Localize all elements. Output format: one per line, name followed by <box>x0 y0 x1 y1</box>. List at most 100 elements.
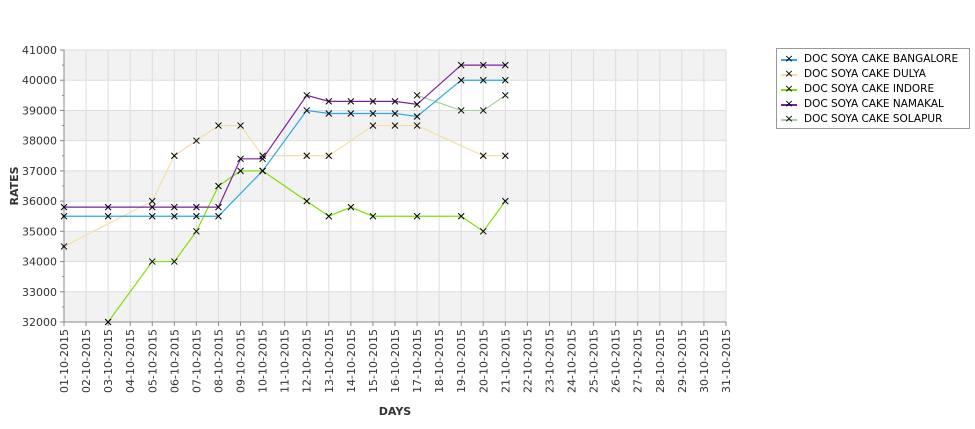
data-point <box>148 197 156 205</box>
data-point <box>303 107 311 114</box>
data-point <box>369 110 377 117</box>
data-point <box>413 113 421 120</box>
data-point <box>413 91 421 99</box>
data-point <box>303 152 311 160</box>
data-point <box>501 61 509 69</box>
y-tick-label: 34000 <box>22 256 57 269</box>
x-tick-label: 29-10-2015 <box>676 329 689 393</box>
y-tick-label: 37000 <box>22 165 57 178</box>
x-tick-label: 16-10-2015 <box>389 329 402 393</box>
data-point <box>259 167 266 175</box>
legend-marker-icon: × <box>781 97 797 110</box>
y-tick-label: 32000 <box>22 316 57 329</box>
y-tick-label: 38000 <box>22 135 57 148</box>
data-point <box>148 212 156 220</box>
data-point <box>170 212 178 220</box>
data-point <box>215 203 222 211</box>
x-tick-label: 04-10-2015 <box>124 329 137 393</box>
y-tick-label: 35000 <box>22 225 57 238</box>
data-point <box>369 98 377 105</box>
data-point <box>479 107 487 114</box>
data-point <box>303 91 311 99</box>
data-point <box>391 110 399 117</box>
data-point <box>193 212 200 220</box>
y-tick-label: 33000 <box>22 286 57 299</box>
x-tick-label: 22-10-2015 <box>521 329 534 393</box>
data-point <box>193 203 200 211</box>
x-tick-label: 11-10-2015 <box>279 329 292 393</box>
data-point <box>170 203 178 211</box>
data-point <box>413 122 421 129</box>
data-point <box>369 212 377 220</box>
data-point <box>479 61 487 69</box>
data-point <box>60 212 68 220</box>
data-point <box>479 76 487 84</box>
x-tick-label: 24-10-2015 <box>566 329 579 393</box>
legend-label: DOC SOYA CAKE INDORE <box>804 82 935 95</box>
x-tick-label: 18-10-2015 <box>433 329 446 393</box>
legend-marker-icon: × <box>781 82 797 95</box>
data-point <box>303 197 311 205</box>
data-point <box>104 212 112 220</box>
data-point <box>413 212 421 220</box>
data-point <box>325 98 333 105</box>
x-tick-label: 20-10-2015 <box>477 329 490 393</box>
data-point <box>347 110 355 117</box>
x-tick-label: 05-10-2015 <box>146 329 159 393</box>
data-point <box>60 243 68 250</box>
x-tick-label: 09-10-2015 <box>235 329 248 393</box>
data-point <box>457 61 465 69</box>
legend-label: DOC SOYA CAKE DULYA <box>804 67 926 80</box>
data-point <box>325 152 333 160</box>
legend-item: × DOC SOYA CAKE BANGALORE <box>777 51 969 66</box>
data-point <box>501 91 509 99</box>
data-point <box>170 258 178 265</box>
data-point <box>237 155 244 163</box>
data-point <box>259 155 266 163</box>
x-tick-label: 15-10-2015 <box>367 329 380 393</box>
data-point <box>501 197 509 205</box>
data-point <box>501 76 509 84</box>
data-point <box>148 258 156 265</box>
legend-label: DOC SOYA CAKE SOLAPUR <box>804 112 943 125</box>
legend-item: × DOC SOYA CAKE SOLAPUR <box>777 111 969 126</box>
x-tick-label: 19-10-2015 <box>455 329 468 393</box>
data-point <box>457 212 465 220</box>
data-point <box>259 152 266 160</box>
legend-label: DOC SOYA CAKE NAMAKAL <box>804 97 944 110</box>
x-tick-label: 02-10-2015 <box>80 329 93 393</box>
x-tick-label: 08-10-2015 <box>212 329 225 393</box>
legend-marker-icon: × <box>781 67 797 80</box>
x-tick-label: 01-10-2015 <box>58 329 71 393</box>
data-point <box>325 110 333 117</box>
x-tick-label: 10-10-2015 <box>257 329 270 393</box>
legend-marker-icon: × <box>781 52 797 65</box>
series-line-4 <box>416 94 506 112</box>
legend: × DOC SOYA CAKE BANGALORE × DOC SOYA CAKE D… <box>776 48 970 129</box>
series-line-0 <box>64 79 506 217</box>
data-point <box>237 167 244 175</box>
data-point <box>215 212 222 220</box>
x-tick-label: 26-10-2015 <box>610 329 623 393</box>
x-tick-label: 06-10-2015 <box>168 329 181 393</box>
data-point <box>457 107 465 114</box>
data-point <box>104 203 112 211</box>
data-point <box>391 98 399 105</box>
x-tick-label: 21-10-2015 <box>499 329 512 393</box>
y-tick-label: 39000 <box>22 104 57 117</box>
legend-item: × DOC SOYA CAKE DULYA <box>777 66 969 81</box>
legend-item: × DOC SOYA CAKE NAMAKAL <box>777 96 969 111</box>
data-point <box>215 182 222 190</box>
y-tick-label: 40000 <box>22 74 57 87</box>
data-point <box>104 318 112 326</box>
data-point <box>347 98 355 105</box>
x-tick-label: 13-10-2015 <box>323 329 336 393</box>
data-point <box>413 101 421 108</box>
x-tick-label: 07-10-2015 <box>190 329 203 393</box>
data-point <box>237 122 244 129</box>
x-tick-label: 17-10-2015 <box>411 329 424 393</box>
data-point <box>457 76 465 84</box>
x-tick-label: 25-10-2015 <box>588 329 601 393</box>
